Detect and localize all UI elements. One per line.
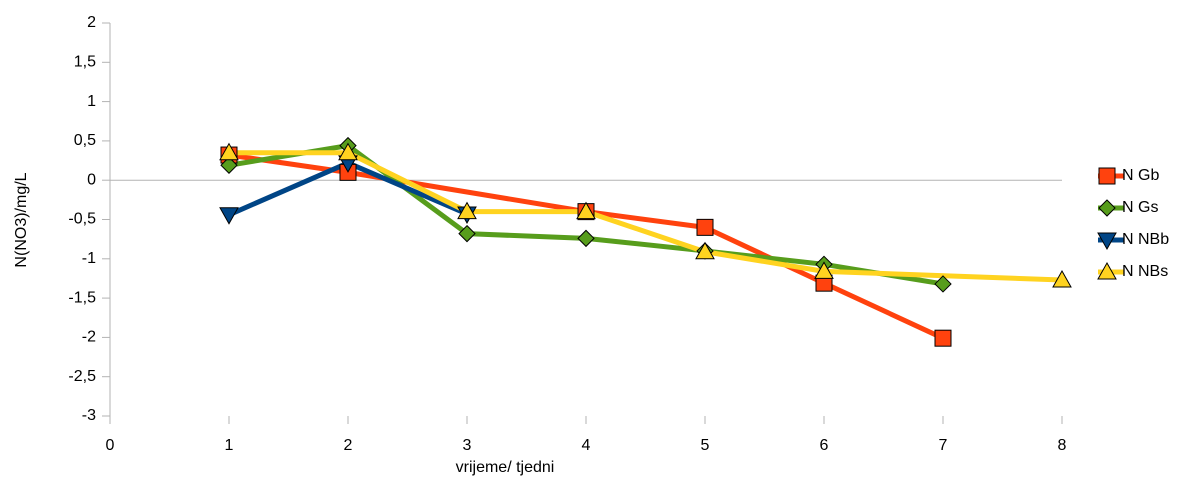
y-tick-label: 1 — [87, 93, 96, 110]
marker — [457, 201, 477, 220]
marker — [576, 201, 596, 220]
y-tick-label: 2 — [87, 14, 96, 31]
legend-label: N Gb — [1122, 167, 1159, 184]
marker — [220, 156, 238, 174]
y-tick-label: -1 — [82, 250, 96, 267]
legend-marker — [1097, 261, 1117, 280]
legend-marker — [1097, 232, 1117, 251]
x-tick-label: 7 — [939, 437, 948, 454]
marker — [338, 142, 358, 161]
legend-marker — [1098, 167, 1116, 185]
y-tick-label: -2,5 — [68, 368, 96, 385]
marker — [814, 261, 834, 279]
x-tick-label: 3 — [463, 437, 472, 454]
y-tick-label: 0 — [87, 171, 96, 188]
y-tick-label: -0,5 — [68, 211, 96, 228]
legend-marker — [1098, 199, 1116, 217]
y-axis-title: N(NO3)/mg/L — [13, 172, 30, 267]
marker — [934, 275, 952, 293]
x-tick-label: 0 — [106, 437, 115, 454]
y-tick-label: -2 — [82, 329, 96, 346]
x-tick-label: 8 — [1058, 437, 1067, 454]
marker — [219, 207, 239, 225]
x-tick-label: 2 — [344, 437, 353, 454]
marker — [458, 224, 476, 243]
legend-label: N NBb — [1122, 231, 1169, 248]
legend-label: N NBs — [1122, 263, 1168, 280]
marker — [577, 229, 595, 248]
x-tick-label: 1 — [225, 437, 234, 454]
y-tick-label: -1,5 — [68, 289, 96, 306]
marker — [1052, 270, 1072, 288]
marker — [696, 218, 714, 236]
marker — [695, 241, 715, 260]
x-tick-label: 6 — [820, 437, 829, 454]
y-tick-label: 0,5 — [74, 132, 96, 149]
x-tick-label: 5 — [701, 437, 710, 454]
legend-label: N Gs — [1122, 199, 1158, 216]
marker — [934, 329, 952, 347]
y-tick-label: -3 — [82, 407, 96, 424]
x-axis-title: vrijeme/ tjedni — [456, 459, 555, 476]
y-tick-label: 1,5 — [74, 54, 96, 71]
x-tick-label: 4 — [582, 437, 591, 454]
marker — [219, 142, 239, 161]
